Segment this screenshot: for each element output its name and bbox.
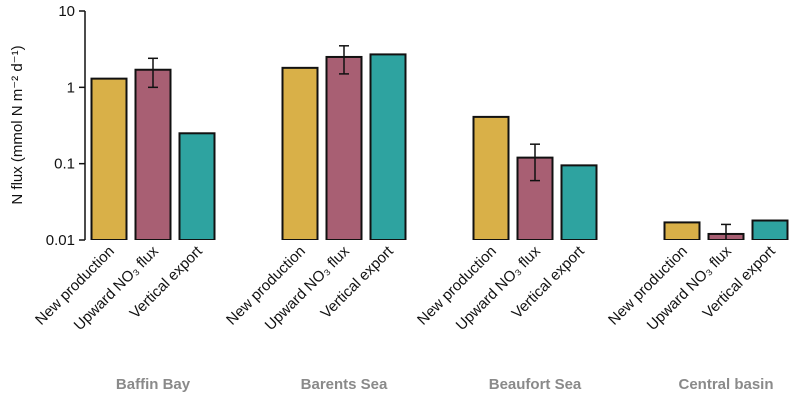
y-tick-label: 0.01: [46, 232, 75, 249]
bar: [751, 219, 789, 240]
x-tick-label: New production: [605, 243, 691, 329]
bar: [325, 55, 363, 240]
group-label: Barents Sea: [301, 376, 388, 393]
error-bar: [721, 223, 731, 240]
bar: [178, 132, 216, 240]
bar: [560, 164, 598, 240]
error-bar: [148, 57, 158, 89]
error-bar: [530, 143, 540, 182]
bar: [472, 115, 510, 240]
group-label: Beaufort Sea: [489, 376, 582, 393]
x-tick-label: New production: [223, 243, 309, 329]
x-tick-label: New production: [414, 243, 500, 329]
bar: [90, 77, 128, 240]
plot-area: [90, 45, 789, 240]
bar: [134, 68, 172, 240]
x-tick-label: New production: [32, 243, 118, 329]
error-bar: [339, 45, 349, 75]
y-tick-label: 10: [58, 3, 75, 20]
group-label: Central basin: [678, 376, 773, 393]
bar: [369, 53, 407, 240]
group-label: Baffin Bay: [116, 376, 191, 393]
y-tick-label: 1: [67, 79, 75, 96]
bar: [663, 221, 701, 240]
y-axis-label: N flux (mmol N m⁻² d⁻¹): [9, 45, 26, 204]
y-tick-label: 0.1: [54, 156, 75, 173]
bar: [281, 66, 319, 240]
